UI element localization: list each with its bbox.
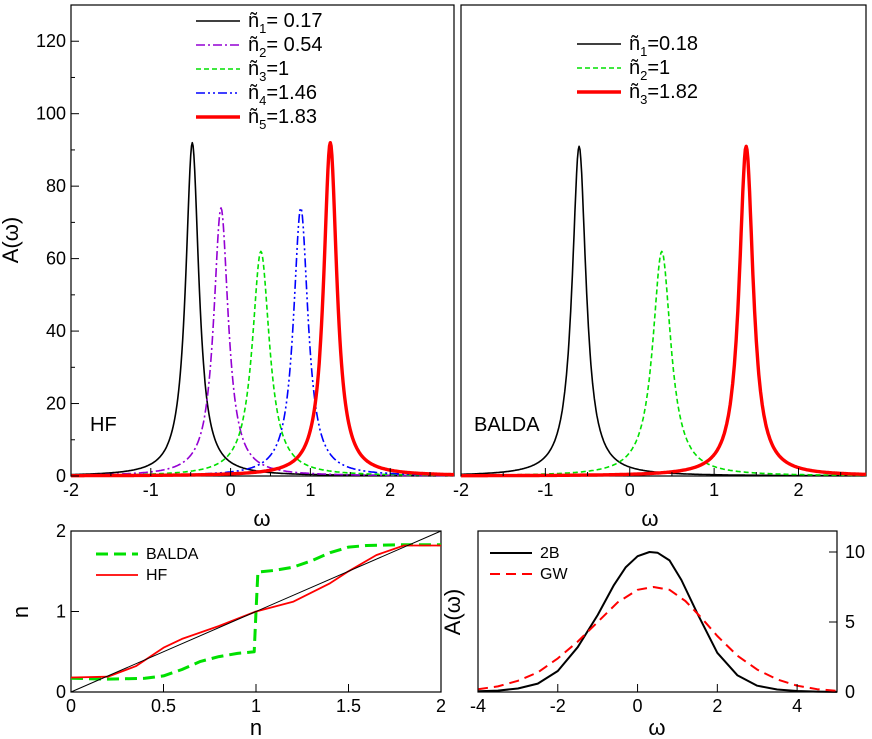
x-tick-label: 0 (66, 696, 76, 716)
legend-label: ñ2=1 (629, 57, 670, 83)
y-tick-label: 0 (845, 682, 855, 702)
x-tick-label: 0 (226, 480, 236, 500)
y-tick-label: 1 (56, 602, 66, 622)
series-line (71, 250, 455, 477)
2b-gw-plot-frame (477, 530, 838, 693)
balda-plot-frame (460, 4, 867, 477)
x-tick-label: 2 (436, 696, 446, 716)
series-line (70, 141, 454, 477)
x-tick-label: 0.5 (151, 696, 176, 716)
x-tick-label: -2 (550, 696, 566, 716)
density-panel: 0 0.5 1 1.5 2 0 1 2 n n BALDA HF (8, 521, 446, 739)
x-tick-label: 1 (305, 480, 315, 500)
y-tick-label: 5 (845, 612, 855, 632)
hf-panel-label: HF (90, 414, 117, 436)
legend-label: ñ4=1.46 (248, 82, 317, 108)
balda-panel-label: BALDA (474, 414, 540, 436)
series-line (477, 551, 838, 693)
x-tick-label: -2 (453, 480, 469, 500)
density-x-axis-label: n (250, 715, 262, 739)
y-tick-label: 20 (46, 394, 66, 414)
density-ticks: 0 0.5 1 1.5 2 0 1 2 (56, 521, 446, 716)
y-tick-label: 10 (845, 542, 865, 562)
2b-gw-x-axis-label: ω (648, 715, 665, 739)
x-tick-label: 4 (792, 696, 802, 716)
density-curves (70, 530, 442, 693)
hf-y-axis-label: A(ω) (0, 217, 23, 264)
series-line (460, 144, 867, 478)
density-legend: BALDA HF (96, 546, 199, 584)
y-tick-label: 100 (36, 104, 66, 124)
x-tick-label: -1 (143, 480, 159, 500)
x-tick-label: 1 (251, 696, 261, 716)
2b-gw-ticks: -4 -2 0 2 4 0 5 10 (470, 542, 865, 716)
series-line (71, 207, 454, 477)
x-tick-label: 0 (633, 696, 643, 716)
legend-label: GW (540, 566, 568, 583)
y-tick-label: 40 (46, 321, 66, 341)
x-tick-label: 2 (712, 696, 722, 716)
legend-label: ñ2= 0.54 (248, 34, 323, 60)
x-tick-label: 1.5 (336, 696, 361, 716)
y-tick-label: 0 (56, 466, 66, 486)
x-tick-label: 0 (625, 480, 635, 500)
y-tick-label: 80 (46, 176, 66, 196)
hf-x-axis-label: ω (253, 506, 270, 531)
series-line (461, 250, 867, 477)
y-tick-label: 120 (36, 31, 66, 51)
legend-label: ñ3=1.82 (629, 81, 698, 107)
x-tick-label: -4 (470, 696, 486, 716)
legend-label: ñ1= 0.17 (248, 10, 323, 36)
legend-label: ñ5=1.83 (248, 106, 317, 132)
series-line (477, 586, 838, 692)
legend-label: HF (146, 567, 168, 584)
balda-ticks: -2 -1 0 1 2 (453, 468, 842, 500)
x-tick-label: 1 (709, 480, 719, 500)
legend-label: BALDA (146, 546, 199, 563)
2b-gw-legend: 2B GW (490, 545, 568, 583)
density-y-axis-label: n (8, 606, 33, 618)
x-tick-label: 2 (385, 480, 395, 500)
y-tick-label: 0 (56, 682, 66, 702)
legend-label: 2B (540, 545, 560, 562)
y-tick-label: 60 (46, 249, 66, 269)
balda-x-axis-label: ω (641, 506, 658, 531)
legend-label: ñ3=1 (248, 58, 289, 84)
hf-plot-frame (70, 4, 455, 477)
2b-gw-curves (477, 551, 838, 693)
series-line (70, 530, 442, 693)
series-line (70, 141, 455, 478)
x-tick-label: -1 (537, 480, 553, 500)
legend-label: ñ1=0.18 (629, 33, 698, 59)
x-tick-label: -2 (63, 480, 79, 500)
2b-gw-y-axis-label: A(ω) (440, 589, 465, 636)
2b-gw-panel: -4 -2 0 2 4 0 5 10 ω A(ω) 2B GW (440, 530, 865, 739)
x-tick-label: 2 (793, 480, 803, 500)
series-line (71, 207, 454, 477)
hf-curves (70, 141, 455, 478)
y-tick-label: 2 (56, 521, 66, 541)
